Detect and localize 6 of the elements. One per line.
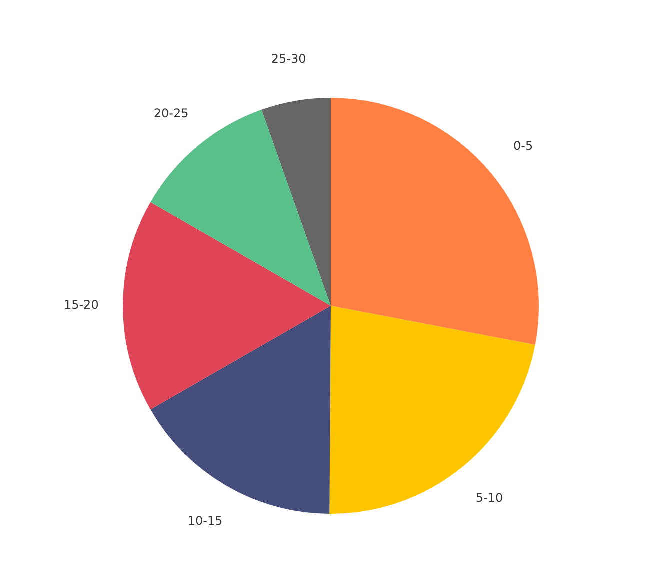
slice-label: 15-20: [64, 298, 99, 312]
slice-label: 25-30: [271, 52, 306, 66]
slice-label: 5-10: [476, 490, 504, 505]
slice-label: 0-5: [514, 139, 534, 154]
slice-label: 10-15: [188, 514, 223, 528]
slice-label: 20-25: [154, 106, 189, 120]
